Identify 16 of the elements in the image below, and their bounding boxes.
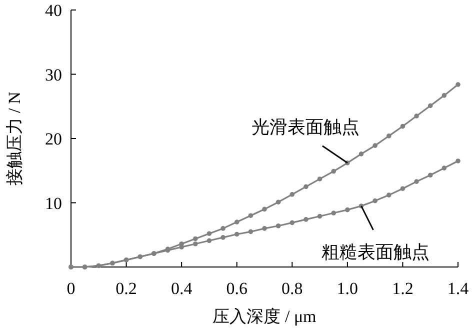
annotation: 光滑表面触点 [251, 116, 360, 137]
y-tick-label: 20 [45, 130, 62, 148]
x-tick-label: 0.4 [170, 279, 193, 298]
x-tick-label: 0.8 [282, 279, 303, 298]
annotation: 粗糙表面触点 [321, 242, 430, 262]
y-axis-title: 接触压力 / N [5, 92, 24, 186]
x-tick-label: 0.6 [226, 279, 248, 298]
x-tick-label: 0 [66, 279, 76, 298]
x-tick-label: 0.2 [116, 279, 137, 298]
x-tick-label: 1.4 [447, 279, 470, 298]
x-axis-title: 压入深度 / μm [212, 307, 316, 326]
x-tick-label: 1.0 [336, 279, 358, 298]
y-tick-label: 40 [45, 1, 62, 20]
x-tick-label: 1.2 [392, 279, 414, 298]
y-tick-label: 30 [45, 65, 62, 84]
y-tick-label: 10 [45, 194, 62, 213]
